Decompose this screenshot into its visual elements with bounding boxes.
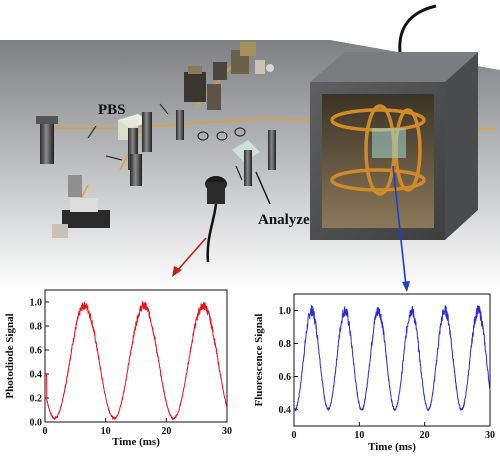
photodiode-xtick-label: 0 [43, 426, 48, 437]
red-arrow [172, 237, 207, 277]
fluorescence-xtick-label: 0 [292, 430, 297, 441]
analyzer-pointer [255, 171, 271, 205]
photodiode-ytick-label: 0.8 [30, 322, 43, 333]
fluorescence-chart: 0.4 0.6 0.8 1.0 0 10 20 30 Time (ms) Fluoresce… [253, 293, 495, 453]
blue-arrow [392, 165, 410, 292]
photodiode-ytick-label: 1.0 [30, 298, 43, 309]
fluorescence-trace [293, 305, 491, 412]
photodiode-y-axis-label: Photodiode Signal [4, 313, 16, 398]
fluorescence-plot-frame [293, 293, 491, 427]
coil-chamber [310, 4, 478, 240]
photodiode-ytick-label: 0.0 [30, 418, 43, 429]
fluorescence-y-axis-label: Fluorescence Signal [253, 314, 265, 407]
photodiode-plot-frame [44, 289, 228, 423]
photodiode-xtick-label: 20 [161, 426, 171, 437]
fluorescence-x-axis-label: Time (ms) [368, 441, 416, 453]
fluorescence-ytick-label: 0.4 [279, 405, 292, 416]
fluorescence-ytick-label: 0.6 [279, 372, 292, 383]
fluorescence-ytick-label: 0.8 [279, 339, 292, 350]
photodiode-ytick-label: 0.4 [30, 370, 43, 381]
photodiode [205, 176, 227, 263]
fluorescence-xtick-label: 20 [420, 430, 430, 441]
fluorescence-xtick-label: 30 [485, 430, 495, 441]
photodiode-ytick-label: 0.6 [30, 346, 43, 357]
upstream-optics [184, 42, 274, 110]
photodiode-xtick-label: 30 [222, 426, 232, 437]
photodiode-chart: 0.0 0.2 0.4 0.6 0.8 1.0 0 10 20 30 Time (ms) Pho… [4, 289, 232, 448]
fluorescence-ytick-label: 1.0 [279, 306, 292, 317]
photodiode-trace [44, 300, 228, 421]
pbs-label: PBS [98, 102, 126, 118]
photodiode-x-axis-label: Time (ms) [112, 436, 160, 448]
optical-posts [36, 110, 276, 238]
fluorescence-xtick-label: 10 [354, 430, 364, 441]
photodiode-ytick-label: 0.2 [30, 394, 43, 405]
analyzer-optic [232, 140, 260, 186]
photodiode-xtick-label: 10 [101, 426, 111, 437]
